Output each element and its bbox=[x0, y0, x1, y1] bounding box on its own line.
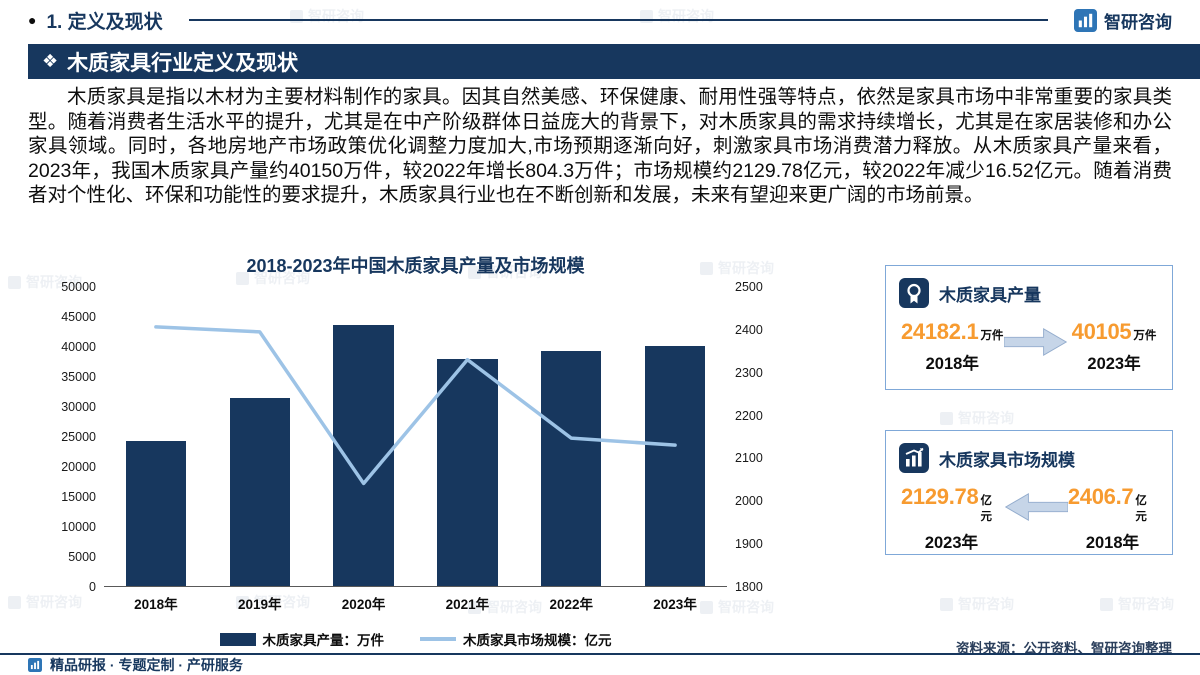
watermark-logo-icon bbox=[940, 411, 953, 425]
x-axis-label: 2020年 bbox=[341, 597, 386, 612]
left-axis-tick: 20000 bbox=[61, 460, 96, 474]
zhiyan-logo-icon bbox=[28, 658, 42, 672]
left-axis-tick: 5000 bbox=[68, 550, 96, 564]
arrow-right-icon bbox=[1004, 325, 1070, 359]
market-start-value: 2129.78 bbox=[901, 484, 979, 509]
bars bbox=[104, 287, 727, 586]
arrow-left-icon bbox=[1002, 490, 1068, 524]
section-banner: ❖ 木质家具行业定义及现状 bbox=[28, 44, 1200, 79]
right-axis-tick: 2400 bbox=[735, 322, 763, 337]
watermark: 智研咨询 bbox=[940, 594, 1014, 614]
diamond-icon: ❖ bbox=[42, 51, 59, 71]
page-footer: 精品研报 · 专题定制 · 产研服务 bbox=[0, 653, 1200, 675]
bar bbox=[644, 345, 706, 586]
panel-title: 木质家具产量 bbox=[939, 285, 1041, 305]
watermark-logo-icon bbox=[1100, 597, 1113, 611]
left-axis-tick: 0 bbox=[89, 580, 96, 594]
left-axis-tick: 50000 bbox=[61, 280, 96, 294]
chart-legend: 木质家具产量：万件 木质家具市场规模：亿元 bbox=[58, 629, 773, 649]
production-badge-icon bbox=[899, 278, 929, 308]
market-start-year: 2023年 bbox=[924, 534, 979, 552]
bar bbox=[541, 350, 602, 586]
footer-services: 精品研报 · 专题定制 · 产研服务 bbox=[50, 657, 243, 673]
left-axis-tick: 35000 bbox=[61, 370, 96, 384]
plot-area bbox=[104, 287, 727, 587]
bar bbox=[125, 441, 187, 586]
panel-title: 木质家具市场规模 bbox=[939, 450, 1075, 470]
market-size-panel: 木质家具市场规模 2129.78 亿元 2023年 2406.7 亿元 2018… bbox=[885, 430, 1173, 555]
production-end-value: 40105 bbox=[1071, 319, 1132, 344]
combo-chart: 2018-2023年中国木质家具产量及市场规模 0 5000 10000 15000 2… bbox=[58, 252, 773, 649]
right-axis-tick: 2000 bbox=[735, 494, 763, 509]
left-axis-tick: 30000 bbox=[61, 400, 96, 414]
right-axis-tick: 1900 bbox=[735, 537, 763, 552]
production-end-unit: 万件 bbox=[1133, 330, 1157, 342]
left-axis-tick: 15000 bbox=[61, 490, 96, 504]
right-axis-tick: 2200 bbox=[735, 408, 763, 423]
production-panel: 木质家具产量 24182.1 万件 2018年 40105 万件 2023年 bbox=[885, 265, 1173, 390]
left-axis-tick: 45000 bbox=[61, 310, 96, 324]
brand-logo-text: 智研咨询 bbox=[1104, 12, 1172, 32]
banner-title: 木质家具行业定义及现状 bbox=[67, 51, 299, 75]
line-svg bbox=[104, 287, 727, 586]
x-axis-label: 2018年 bbox=[134, 597, 178, 612]
legend-line-swatch-icon bbox=[420, 637, 456, 641]
source-note: 资料来源：公开资料、智研咨询整理 bbox=[956, 641, 1172, 656]
left-axis-tick: 25000 bbox=[61, 430, 96, 444]
watermark: 智研咨询 bbox=[940, 408, 1014, 428]
section-title: 1. 定义及现状 bbox=[46, 11, 163, 33]
bar bbox=[229, 397, 290, 586]
market-end-year: 2018年 bbox=[1085, 534, 1140, 552]
production-start-year: 2018年 bbox=[925, 355, 979, 373]
production-start-value: 24182.1 bbox=[901, 319, 979, 344]
section-bullet: ● bbox=[28, 12, 37, 28]
production-end-year: 2023年 bbox=[1087, 355, 1141, 373]
brand-logo: 智研咨询 bbox=[1074, 8, 1172, 33]
x-axis-label: 2022年 bbox=[549, 597, 593, 612]
zhiyan-logo-icon bbox=[1074, 8, 1097, 32]
right-axis: 1800 1900 2000 2100 2200 2300 2400 2500 bbox=[727, 280, 773, 594]
right-axis-tick: 2300 bbox=[735, 365, 763, 380]
legend-item: 木质家具产量：万件 bbox=[219, 629, 384, 649]
left-axis-tick: 10000 bbox=[61, 520, 96, 534]
header-divider-line bbox=[188, 19, 1048, 21]
right-axis-tick: 2500 bbox=[735, 280, 763, 294]
watermark-logo-icon bbox=[8, 275, 21, 289]
market-end-value: 2406.7 bbox=[1067, 484, 1134, 509]
watermark-logo-icon bbox=[8, 595, 21, 609]
x-axis-label: 2021年 bbox=[445, 597, 490, 612]
chart-title: 2018-2023年中国木质家具产量及市场规模 bbox=[246, 256, 585, 276]
x-axis-label: 2019年 bbox=[237, 597, 282, 612]
watermark: 智研咨询 bbox=[1100, 594, 1174, 614]
market-end-unit: 亿元 bbox=[1135, 495, 1147, 523]
x-labels: 2018年 2019年 2020年 2021年 2022年 2023年 bbox=[104, 593, 727, 613]
right-axis-tick: 1800 bbox=[735, 580, 763, 594]
bar bbox=[437, 358, 498, 586]
production-start-unit: 万件 bbox=[980, 330, 1004, 342]
market-size-icon bbox=[899, 443, 929, 473]
legend-item: 木质家具市场规模：亿元 bbox=[420, 629, 612, 649]
x-axis-label: 2023年 bbox=[653, 597, 697, 612]
legend-bar-swatch-icon bbox=[219, 632, 256, 646]
right-axis-tick: 2100 bbox=[735, 451, 763, 466]
page-header: ● 1. 定义及现状 智研咨询 bbox=[0, 0, 1200, 40]
watermark-logo-icon bbox=[940, 597, 953, 611]
intro-paragraph: 木质家具是指以木材为主要材料制作的家具。因其自然美感、环保健康、耐用性强等特点，… bbox=[28, 86, 1172, 206]
left-axis-tick: 40000 bbox=[61, 340, 96, 354]
market-start-unit: 亿元 bbox=[980, 495, 992, 523]
left-axis: 0 5000 10000 15000 20000 25000 30000 35000 40000… bbox=[58, 280, 104, 594]
